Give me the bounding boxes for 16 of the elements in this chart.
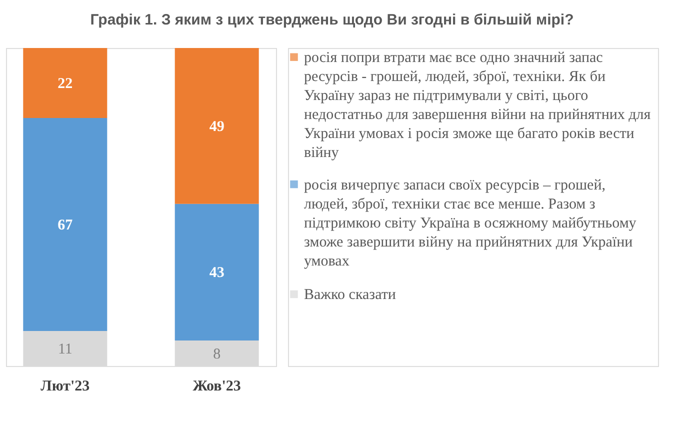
data-label: 49 xyxy=(209,118,224,135)
legend-label: Важко сказати xyxy=(304,287,396,304)
bar xyxy=(23,118,108,332)
text: Графік 1. З яким з цих тверджень щодо Ви згодні в більшій мірі? xyxy=(90,12,574,28)
legend-label: росія вичерпує запаси своїх ресурсів – грошей, людей, зброї, техніки стає все менше. Разом з підтримкою світу Україна в осяжному майбутньому зможе завершити війну на прийнятних для України умовах xyxy=(304,177,637,270)
data-label: 43 xyxy=(209,265,224,282)
x-tick-label: Жов'23 xyxy=(192,378,241,394)
data-label: 67 xyxy=(58,217,74,234)
x-tick-label: Лют'23 xyxy=(40,378,90,394)
bar xyxy=(174,204,259,341)
legend-label: росія попри втрати має все одно значний запас ресурсів - грошей, людей, зброї, техніки. Як би Україну зараз не підтримували у світі, цього недостатньо для завершення війни на прийнятних для України умовах і росія зможе ще багато років вести війну xyxy=(304,50,651,162)
data-label: 22 xyxy=(58,76,73,92)
bar xyxy=(23,48,108,118)
data-label: 11 xyxy=(58,342,72,358)
bar xyxy=(174,48,259,204)
data-label: 8 xyxy=(213,346,221,362)
